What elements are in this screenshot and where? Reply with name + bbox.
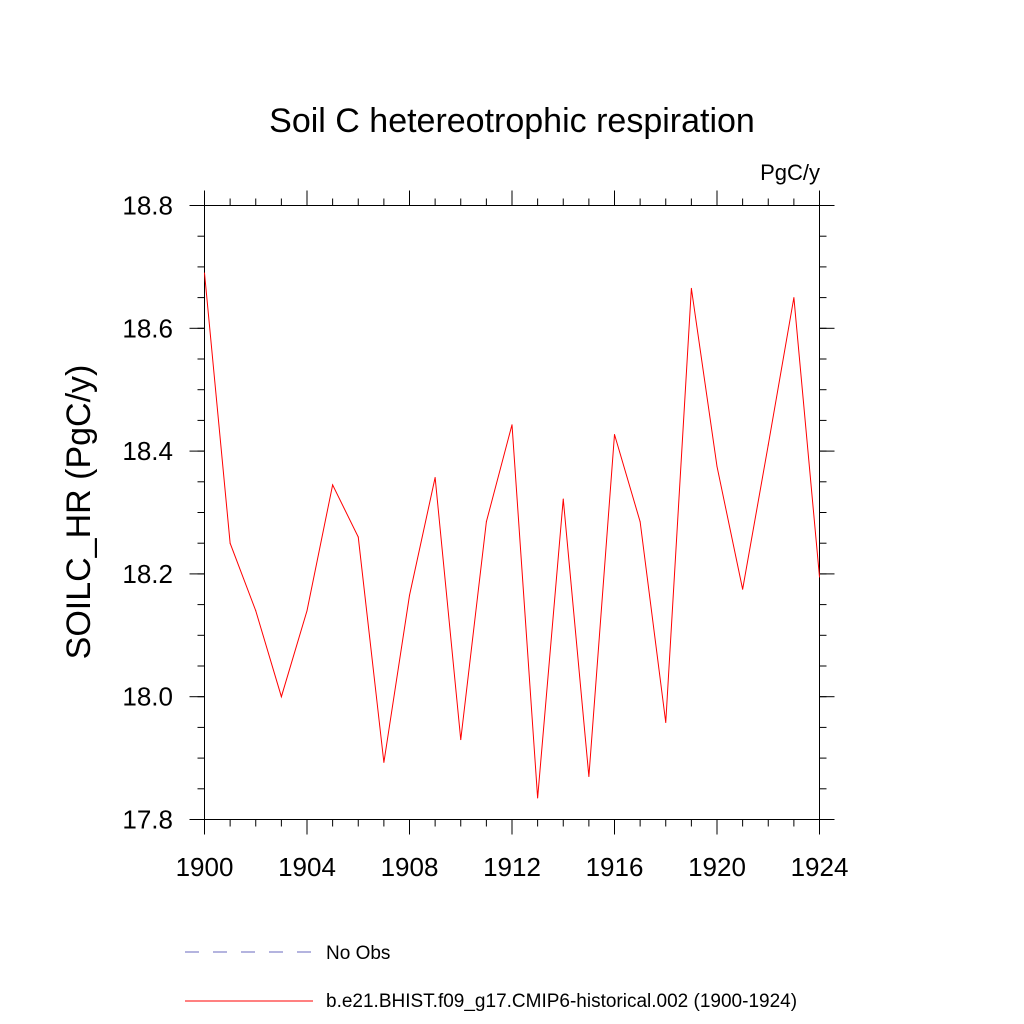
data-point xyxy=(255,610,257,612)
tick-labels: 17.8 18.0 18.2 18.4 18.6 18.8 1900 1904 1908 1912… xyxy=(122,191,848,883)
data-point xyxy=(357,536,359,538)
y-tick-label: 18.6 xyxy=(122,313,173,343)
y-tick-label: 18.2 xyxy=(122,559,173,589)
data-point xyxy=(409,594,410,596)
data-point xyxy=(614,434,615,436)
data-point xyxy=(665,721,667,723)
y-axis-label: SOILC_HR (PgC/y) xyxy=(60,365,98,660)
data-point xyxy=(742,588,744,590)
data-point xyxy=(511,424,513,426)
data-point xyxy=(306,610,308,612)
minor-ticks xyxy=(197,198,827,827)
series-layer xyxy=(204,272,820,799)
data-point xyxy=(819,576,820,578)
data-point xyxy=(460,739,462,741)
legend: No Obs b.e21.BHIST.f09_g17.CMIP6-histori… xyxy=(185,943,797,1012)
x-tick-label: 1904 xyxy=(278,852,336,882)
y-tick-label: 18.4 xyxy=(122,436,173,466)
data-point xyxy=(485,521,487,523)
data-point xyxy=(229,542,231,544)
x-tick-label: 1916 xyxy=(586,852,644,882)
data-point xyxy=(793,297,795,299)
x-tick-label: 1900 xyxy=(176,852,234,882)
data-point xyxy=(280,696,282,698)
legend-label-historical: b.e21.BHIST.f09_g17.CMIP6-historical.002… xyxy=(326,991,797,1012)
data-point xyxy=(383,761,385,763)
data-point xyxy=(690,287,692,289)
x-tick-label: 1908 xyxy=(381,852,439,882)
data-point xyxy=(537,797,539,799)
data-point xyxy=(639,521,641,523)
y-tick-label: 18.0 xyxy=(122,682,173,712)
legend-label-no-obs: No Obs xyxy=(326,943,390,964)
data-point xyxy=(767,444,769,446)
units-label: PgC/y xyxy=(760,160,820,185)
series-line xyxy=(204,272,820,799)
data-point xyxy=(588,776,590,778)
x-tick-label: 1924 xyxy=(791,852,849,882)
data-point xyxy=(434,477,436,478)
data-point xyxy=(332,484,334,486)
data-point xyxy=(716,465,718,467)
data-point xyxy=(204,272,205,274)
x-tick-label: 1920 xyxy=(688,852,746,882)
y-tick-label: 17.8 xyxy=(122,805,173,835)
data-point xyxy=(562,498,564,500)
plot-frame xyxy=(204,205,820,820)
chart-title: Soil C hetereotrophic respiration xyxy=(269,102,755,140)
x-tick-label: 1912 xyxy=(483,852,541,882)
major-ticks xyxy=(189,190,835,835)
y-tick-label: 18.8 xyxy=(122,191,173,221)
